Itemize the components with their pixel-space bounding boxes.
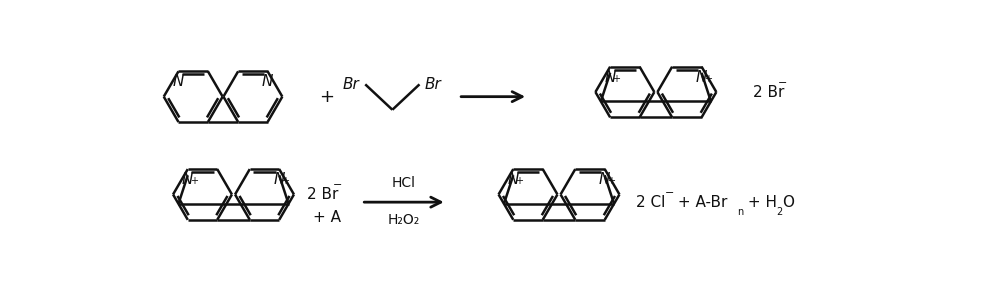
Text: N: N	[599, 172, 610, 187]
Text: H₂O₂: H₂O₂	[388, 213, 420, 227]
Text: +: +	[515, 176, 523, 186]
Text: +: +	[319, 88, 334, 106]
Text: + H: + H	[743, 195, 777, 210]
Text: 2 Br: 2 Br	[753, 84, 784, 99]
Text: N: N	[696, 70, 707, 85]
Text: +: +	[281, 176, 289, 186]
Text: 2 Cl: 2 Cl	[637, 195, 666, 210]
Text: HCl: HCl	[392, 176, 416, 190]
Text: −: −	[778, 78, 788, 88]
Text: + A: + A	[313, 210, 341, 225]
Text: N: N	[182, 172, 193, 187]
Text: N: N	[173, 74, 184, 89]
Text: −: −	[665, 188, 675, 198]
Text: N: N	[604, 70, 616, 85]
Text: +: +	[704, 74, 712, 84]
Text: N: N	[274, 172, 285, 187]
Text: Br: Br	[343, 77, 360, 92]
Text: 2: 2	[776, 207, 782, 217]
Text: n: n	[737, 207, 744, 217]
Text: +: +	[190, 176, 198, 186]
Text: N: N	[262, 74, 273, 89]
Text: + A-Br: + A-Br	[673, 195, 727, 210]
Text: O: O	[782, 195, 794, 210]
Text: +: +	[612, 74, 620, 84]
Text: 2 Br: 2 Br	[307, 187, 338, 202]
Text: Br: Br	[425, 77, 442, 92]
Text: +: +	[607, 176, 615, 186]
Text: N: N	[508, 172, 519, 187]
Text: −: −	[333, 180, 342, 190]
